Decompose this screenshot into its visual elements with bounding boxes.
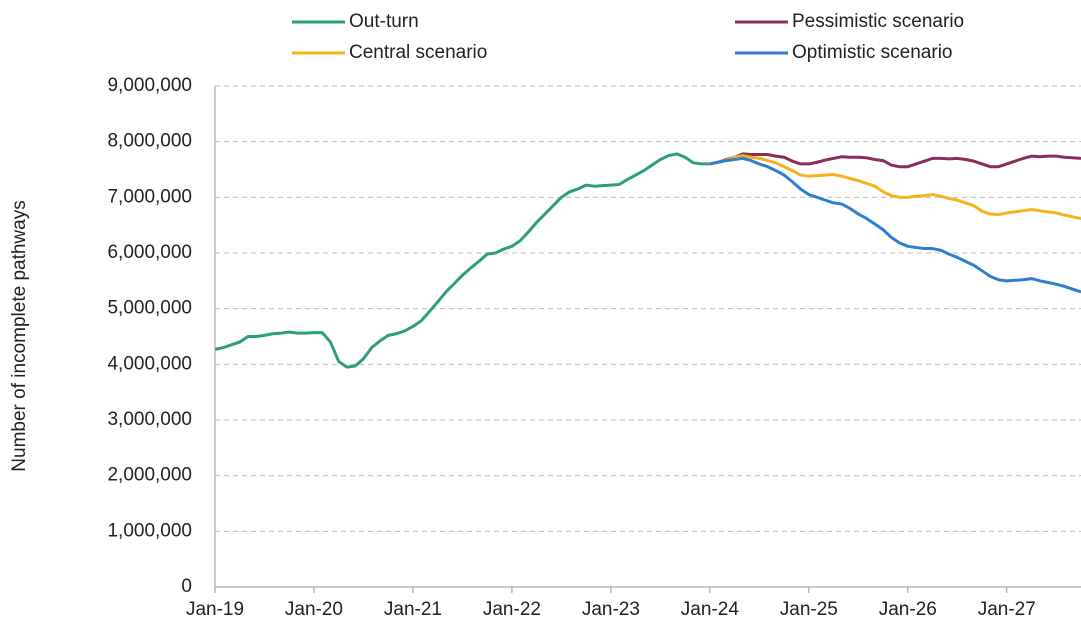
legend-label: Central scenario [349,42,487,63]
y-tick-label: 3,000,000 [107,409,192,430]
y-tick-label: 4,000,000 [107,353,192,374]
x-tick-label: Jan-25 [780,599,838,620]
series-line [709,154,1081,220]
y-tick-label: 7,000,000 [107,186,192,207]
series-line [709,156,1081,294]
legend-label: Pessimistic scenario [792,11,964,32]
x-tick-label: Jan-20 [285,599,343,620]
x-tick-label: Jan-19 [186,599,244,620]
legend-label: Out-turn [349,11,419,32]
y-tick-label: 0 [181,576,192,597]
y-tick-label: 6,000,000 [107,242,192,263]
y-tick-label: 5,000,000 [107,298,192,319]
y-tick-label: 9,000,000 [107,75,192,96]
x-tick-label: Jan-22 [483,599,541,620]
y-tick-label: 2,000,000 [107,465,192,486]
x-tick-label: Jan-21 [384,599,442,620]
x-tick-label: Jan-23 [582,599,640,620]
x-tick-label: Jan-27 [978,599,1036,620]
series-line [214,152,710,369]
legend-label: Optimistic scenario [792,42,953,63]
series-line [709,152,1081,169]
y-axis-label: Number of incomplete pathways [9,200,30,471]
x-tick-label: Jan-26 [879,599,937,620]
x-tick-label: Jan-24 [681,599,740,620]
y-tick-label: 1,000,000 [107,520,192,541]
y-tick-label: 8,000,000 [107,131,192,152]
